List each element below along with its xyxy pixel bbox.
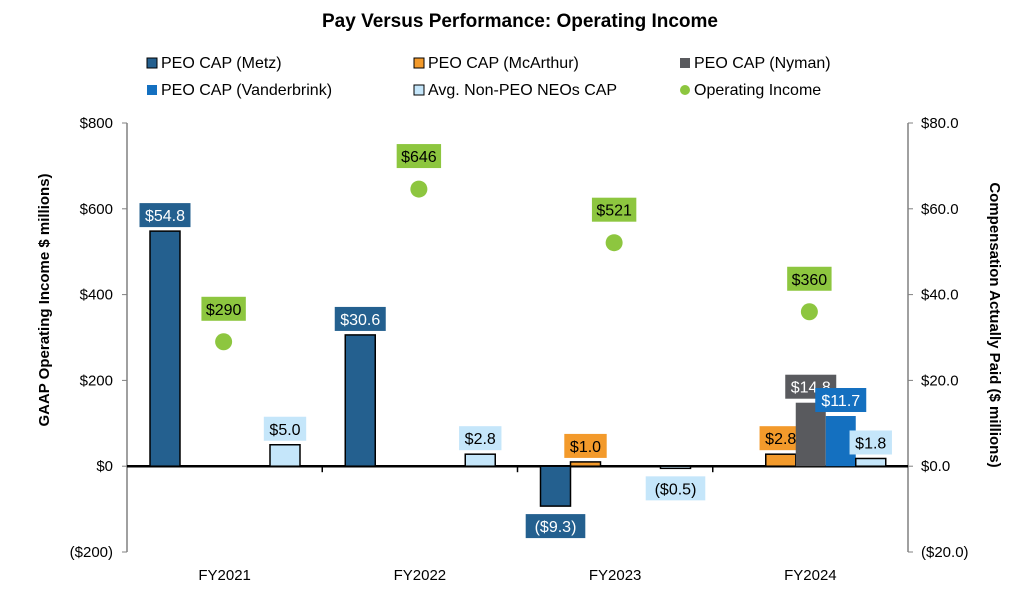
chart-title: Pay Versus Performance: Operating Income	[322, 11, 718, 32]
data-label: ($0.5)	[655, 481, 697, 498]
legend-swatch	[147, 85, 157, 95]
data-label: $290	[206, 302, 242, 319]
data-label-bg	[263, 416, 307, 441]
legend-label: PEO CAP (McArthur)	[428, 55, 579, 72]
operating-income-point	[410, 180, 428, 198]
y-tick-label: $800	[80, 115, 113, 132]
operating-income-point	[605, 234, 623, 252]
legend: PEO CAP (Metz) PEO CAP (McArthur) PEO CAP …	[146, 55, 831, 99]
x-tick-label: FY2021	[198, 567, 251, 584]
bar-avg-non-peo-neos-cap	[659, 465, 692, 470]
bar-avg-non-peo-neos-cap	[855, 457, 887, 467]
y2-tick-label: ($20.0)	[921, 544, 969, 561]
x-tick-label: FY2024	[784, 567, 837, 584]
data-label-bg	[525, 514, 586, 539]
data-label: $521	[596, 203, 632, 220]
data-label: $1.0	[570, 439, 601, 456]
marks: $54.8$30.6($9.3)$1.0 $2.8$14.8$11.7$5.0$2…	[139, 144, 892, 539]
data-label-bg	[645, 476, 706, 501]
data-label-bg	[815, 388, 867, 413]
data-label-bg	[564, 433, 607, 458]
axes: ($200) ($20.0) $0 $0.0 $200 $20.0 $400 $40.0 $60…	[70, 115, 969, 584]
y-tick-label: $0	[96, 458, 113, 475]
data-label-bg	[334, 306, 386, 331]
y-tick-label: $200	[80, 372, 113, 389]
data-label-bg	[201, 296, 246, 321]
legend-marker	[680, 85, 690, 95]
bar-peo-cap-metz-	[344, 334, 376, 467]
data-label-bg	[849, 430, 892, 455]
y-tick-label: $600	[80, 201, 113, 218]
legend-swatch	[146, 57, 158, 69]
x-tick-label: FY2023	[589, 567, 642, 584]
y2-tick-label: $60.0	[921, 201, 959, 218]
data-label: $30.6	[340, 312, 380, 329]
data-label-bg	[591, 197, 637, 222]
data-label: $1.8	[855, 435, 886, 452]
bar-avg-non-peo-neos-cap	[464, 453, 496, 467]
y2-tick-label: $0.0	[921, 458, 950, 475]
bar-peo-cap-nyman-	[795, 402, 826, 467]
legend-label: PEO CAP (Vanderbrink)	[161, 82, 332, 99]
y-tick-label: ($200)	[70, 544, 113, 561]
data-label-bg	[787, 266, 832, 291]
legend-label: PEO CAP (Nyman)	[694, 55, 831, 72]
legend-label: PEO CAP (Metz)	[161, 55, 282, 72]
bar-peo-cap-metz-	[149, 230, 181, 467]
data-label: $54.8	[145, 208, 185, 225]
legend-label: Avg. Non-PEO NEOs CAP	[428, 82, 617, 99]
bar-peo-cap-mcarthur-	[765, 453, 797, 467]
y2-tick-label: $20.0	[921, 372, 959, 389]
data-label: $646	[401, 149, 437, 166]
operating-income-point	[215, 333, 233, 351]
bar-peo-cap-mcarthur-	[569, 461, 602, 467]
y-tick-label: $400	[80, 287, 113, 304]
legend-swatch	[413, 84, 425, 96]
data-label: $11.7	[821, 393, 860, 410]
y2-tick-label: $40.0	[921, 287, 959, 304]
legend-label: Operating Income	[694, 82, 821, 99]
y-axis-label: GAAP Operating Income $ millions)	[36, 173, 53, 426]
data-label-bg	[759, 426, 802, 451]
data-label: $360	[792, 272, 828, 289]
data-label-bg	[139, 203, 191, 228]
x-tick-label: FY2022	[394, 567, 447, 584]
bar-avg-non-peo-neos-cap	[269, 444, 301, 467]
legend-swatch	[680, 58, 690, 68]
data-label: $5.0	[269, 422, 300, 439]
y2-tick-label: $80.0	[921, 115, 959, 132]
data-label-bg	[459, 426, 502, 451]
data-label-bg	[396, 144, 442, 169]
data-label: $2.8	[465, 431, 496, 448]
bar-peo-cap-metz-	[539, 465, 572, 507]
operating-income-point	[800, 303, 818, 321]
y2-axis-label: Compensation Actually Paid ($ millions)	[986, 182, 1003, 467]
data-label: ($9.3)	[535, 519, 577, 536]
data-label: $2.8	[765, 431, 796, 448]
legend-swatch	[413, 57, 425, 69]
